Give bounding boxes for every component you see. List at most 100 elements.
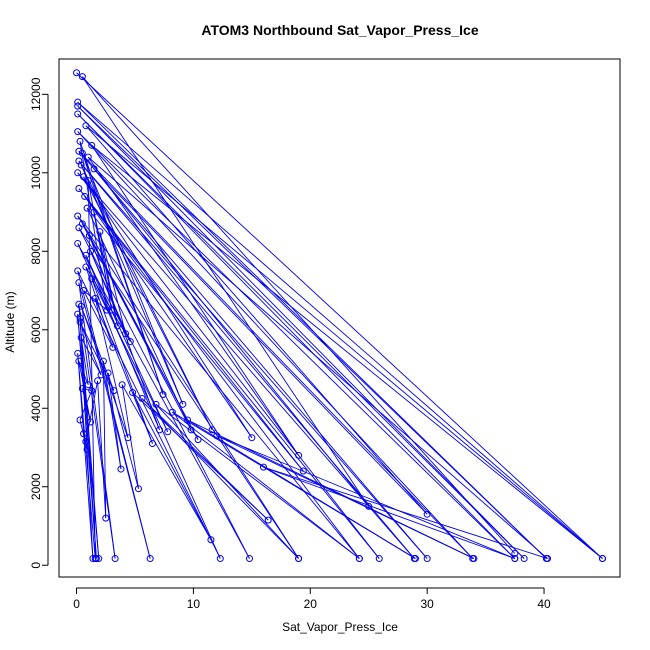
series-segment <box>87 156 299 456</box>
series-segment <box>85 380 99 442</box>
data-point <box>117 465 125 473</box>
series-segment <box>81 153 184 405</box>
data-point <box>511 555 519 563</box>
data-point <box>84 153 92 161</box>
series-segment <box>84 196 304 472</box>
data-point <box>375 555 383 563</box>
data-point <box>365 502 373 510</box>
data-point <box>423 555 431 563</box>
y-axis-label: Altitude (m) <box>3 291 17 352</box>
series-segment <box>78 150 428 559</box>
data-point <box>90 165 98 173</box>
series-segment <box>87 156 548 559</box>
data-point <box>159 391 167 399</box>
axes: 0 10 20 30 40 0 2000 4000 6000 8000 10000 12000 <box>29 77 551 611</box>
series-segment <box>91 278 153 444</box>
data-point <box>83 445 91 453</box>
data-point <box>124 434 132 442</box>
data-point <box>87 418 95 426</box>
data-point <box>184 416 192 424</box>
data-point <box>74 98 82 106</box>
data-point <box>82 251 90 259</box>
y-tick-label: 10000 <box>29 156 43 190</box>
series-segment <box>82 388 92 392</box>
data-point <box>74 349 82 357</box>
data-point <box>520 555 528 563</box>
data-point <box>89 555 97 563</box>
data-point <box>246 555 254 563</box>
series-segment <box>78 282 116 559</box>
data-point <box>90 208 98 216</box>
series-segment <box>94 298 153 444</box>
y-tick-label: 6000 <box>29 316 43 343</box>
data-point <box>78 385 86 393</box>
series-segment <box>81 388 91 423</box>
series-segment <box>81 153 164 395</box>
data-point <box>83 204 91 212</box>
data-point <box>111 555 119 563</box>
series-segment <box>85 125 603 559</box>
x-tick-label: 40 <box>537 597 551 611</box>
plot-frame <box>58 58 621 578</box>
series-segment <box>80 164 213 431</box>
data-point <box>80 287 88 295</box>
series-segment <box>121 384 212 540</box>
series-segment <box>91 144 603 559</box>
y-tick-label: 2000 <box>29 473 43 500</box>
series-segment <box>77 113 525 559</box>
data-point <box>260 463 268 471</box>
series-segment <box>172 411 360 559</box>
data-point <box>187 426 195 434</box>
x-axis-label: Sat_Vapor_Press_Ice <box>282 620 398 634</box>
data-point <box>146 555 154 563</box>
series-segment <box>141 398 299 559</box>
series-segment <box>94 298 129 438</box>
data-point <box>99 357 107 365</box>
series-segment <box>99 231 127 334</box>
series-segment <box>78 361 89 385</box>
y-tick-label: 8000 <box>29 238 43 265</box>
data-point <box>194 436 202 444</box>
chart-title: ATOM3 Northbound Sat_Vapor_Press_Ice <box>201 22 478 38</box>
series-segment <box>77 215 299 559</box>
series-lines <box>76 72 603 559</box>
data-point <box>129 389 137 397</box>
data-point <box>156 426 164 434</box>
data-point <box>104 369 112 377</box>
data-point <box>423 510 431 518</box>
series-segment <box>80 337 89 385</box>
data-point <box>102 514 110 522</box>
data-point <box>74 310 82 318</box>
data-point <box>74 110 82 118</box>
data-point <box>87 247 95 255</box>
series-segment <box>93 168 428 515</box>
series-segment <box>216 435 515 559</box>
series-segment <box>79 317 97 559</box>
series-segment <box>86 207 192 431</box>
series-segment <box>79 321 102 376</box>
data-point <box>80 173 88 181</box>
data-point <box>78 220 86 228</box>
data-point <box>207 536 215 544</box>
data-point <box>75 279 83 287</box>
series-segment <box>102 361 122 470</box>
series-segment <box>86 207 304 472</box>
data-point <box>80 430 88 438</box>
data-point <box>164 428 172 436</box>
data-point <box>82 263 90 271</box>
x-tick-label: 30 <box>420 597 434 611</box>
series-segment <box>187 419 416 559</box>
data-point <box>179 400 187 408</box>
series-segment <box>78 188 380 559</box>
data-point <box>411 555 419 563</box>
series-segment <box>79 141 108 311</box>
data-point <box>75 157 83 165</box>
series-segment <box>90 251 131 342</box>
data-point <box>126 338 134 346</box>
series-segment <box>141 398 269 521</box>
data-point <box>82 438 90 446</box>
data-point <box>208 426 216 434</box>
data-point <box>213 432 221 440</box>
series-segment <box>83 176 213 431</box>
series-segment <box>78 227 299 559</box>
